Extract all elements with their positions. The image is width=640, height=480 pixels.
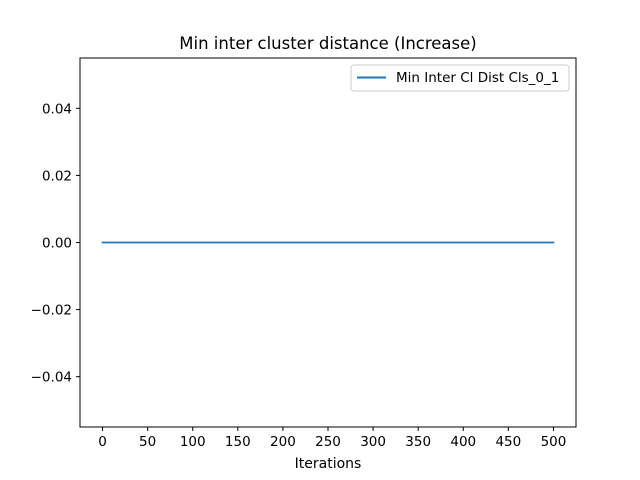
y-tick-label: 0.04 xyxy=(42,101,72,117)
x-axis-label: Iterations xyxy=(295,456,362,472)
x-axis-ticks: 0 50 100 150 200 250 300 350 400 450 500 xyxy=(98,427,566,450)
x-tick-label: 500 xyxy=(541,434,567,450)
x-tick-label: 0 xyxy=(98,434,107,450)
x-tick-label: 450 xyxy=(495,434,521,450)
x-tick-label: 150 xyxy=(225,434,251,450)
y-tick-label: −0.02 xyxy=(31,303,72,319)
x-tick-label: 300 xyxy=(360,434,386,450)
legend: Min Inter Cl Dist Cls_0_1 xyxy=(350,64,570,92)
plot-frame xyxy=(79,57,577,428)
y-tick-label: 0.02 xyxy=(42,168,72,184)
legend-label: Min Inter Cl Dist Cls_0_1 xyxy=(396,70,559,86)
x-tick-label: 200 xyxy=(270,434,296,450)
x-tick-label: 250 xyxy=(315,434,341,450)
chart-title: Min inter cluster distance (Increase) xyxy=(179,34,476,53)
x-tick-label: 350 xyxy=(405,434,431,450)
x-tick-label: 50 xyxy=(139,434,156,450)
y-tick-label: −0.04 xyxy=(31,370,72,386)
legend-box xyxy=(350,64,570,92)
y-axis-ticks: −0.04 −0.02 0.00 0.02 0.04 xyxy=(31,101,80,386)
x-tick-label: 100 xyxy=(180,434,206,450)
y-tick-label: 0.00 xyxy=(42,236,72,252)
x-tick-label: 400 xyxy=(450,434,476,450)
